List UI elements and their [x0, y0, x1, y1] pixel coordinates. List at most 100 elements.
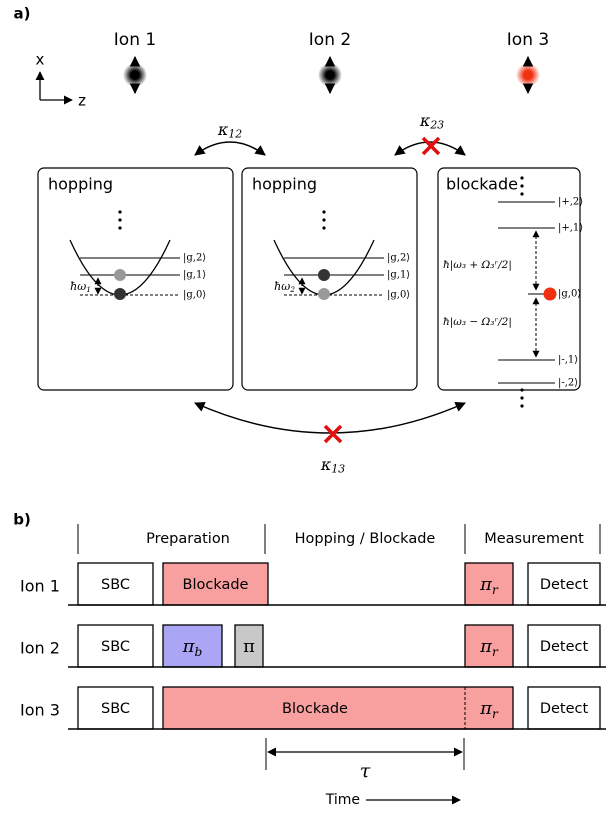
- coupling-label: κ12: [217, 120, 242, 141]
- panel-label: a): [14, 5, 31, 23]
- pulse-label: Blockade: [282, 701, 348, 717]
- delay-label: τ: [360, 760, 371, 782]
- pulse-label: SBC: [101, 639, 130, 655]
- pulse-box: [162, 624, 223, 668]
- gap-label: ħ|ω₃ − Ω₃ʳ/2|: [443, 316, 512, 329]
- pulse-label: πb: [182, 636, 203, 659]
- panel-label: b): [13, 511, 31, 529]
- pulse-label-base: π: [479, 574, 493, 595]
- ion-population: [114, 269, 126, 281]
- row-label: Ion 3: [20, 701, 60, 720]
- axis-label: x: [36, 51, 45, 69]
- ellipsis-dot: [520, 404, 524, 408]
- pulse-label: SBC: [101, 701, 130, 717]
- pulse-box: [464, 562, 514, 606]
- ellipsis-dot: [520, 396, 524, 400]
- row-label: Ion 2: [20, 639, 60, 658]
- level-label: |g,2⟩: [387, 253, 410, 264]
- box-title: hopping: [252, 175, 317, 194]
- pulse-label-sub: r: [492, 707, 499, 721]
- pulse-box: [527, 686, 601, 730]
- phase-label: Measurement: [484, 531, 584, 547]
- ellipsis-dot: [520, 176, 524, 180]
- pulse-box: [527, 562, 601, 606]
- level-label: |g,2⟩: [183, 253, 206, 264]
- coupling-label-sub: 23: [429, 118, 444, 131]
- coupling-arc: [194, 402, 466, 434]
- coupling-label-base: κ: [217, 120, 229, 139]
- gap-label: ħ|ω₃ + Ω₃ʳ/2|: [443, 259, 512, 272]
- pulse-label: Detect: [540, 577, 589, 593]
- level-label: |+,2⟩: [558, 197, 583, 208]
- pulse-label: Blockade: [183, 577, 249, 593]
- pulse-label-sub: r: [492, 583, 499, 597]
- coupling-label: κ13: [320, 455, 345, 476]
- level-label: |g,0⟩: [387, 290, 410, 301]
- pulse-label: πr: [479, 636, 499, 659]
- ion: [318, 63, 342, 87]
- level-label: |g,1⟩: [183, 270, 206, 281]
- pulse-label-sub: b: [195, 645, 203, 659]
- box-title: blockade: [446, 175, 518, 194]
- pulse-label: SBC: [101, 577, 130, 593]
- coupling-arc: [394, 141, 466, 156]
- pulse-box: [77, 624, 154, 668]
- box-title: hopping: [48, 175, 113, 194]
- axis-label: z: [78, 92, 86, 110]
- ellipsis-dot: [118, 210, 122, 214]
- ion: [516, 63, 540, 87]
- level-label: |g,1⟩: [387, 270, 410, 281]
- ellipsis-dot: [322, 226, 326, 230]
- ion-population: [543, 287, 557, 301]
- pulse-box: [234, 624, 264, 668]
- ion-label: Ion 1: [114, 30, 156, 50]
- pulse-label: Detect: [540, 701, 589, 717]
- coupling-label-base: κ: [320, 455, 332, 474]
- pulse-label: πr: [479, 574, 499, 597]
- ellipsis-dot: [322, 218, 326, 222]
- coupling-label: κ23: [419, 111, 444, 132]
- level-label: |g,0⟩: [558, 289, 581, 300]
- ellipsis-dot: [520, 192, 524, 196]
- pulse-box: [77, 686, 154, 730]
- ellipsis-dot: [520, 388, 524, 392]
- coupling-label-sub: 13: [331, 462, 345, 475]
- ellipsis-dot: [118, 226, 122, 230]
- phase-label: Hopping / Blockade: [295, 531, 436, 547]
- level-spacing-label-base: ħω: [274, 280, 290, 293]
- state-box: [241, 167, 418, 391]
- pulse-label: Detect: [540, 639, 589, 655]
- red-cross: [323, 424, 343, 444]
- phase-label: Preparation: [146, 531, 230, 547]
- pulse-label-sub: r: [492, 645, 499, 659]
- ellipsis-dot: [520, 184, 524, 188]
- pulse-box: [464, 624, 514, 668]
- red-cross: [421, 136, 441, 156]
- pulse-label-base: π: [479, 636, 493, 657]
- level-label: |-,2⟩: [558, 378, 578, 389]
- ellipsis-dot: [118, 218, 122, 222]
- ion-label: Ion 2: [309, 30, 351, 50]
- level-spacing-label-sub: 2: [289, 285, 295, 294]
- level-spacing-label-sub: 1: [86, 285, 91, 294]
- coupling-arc: [194, 141, 266, 156]
- ion-label: Ion 3: [507, 30, 549, 50]
- pulse-box: [527, 624, 601, 668]
- ellipsis-dot: [322, 210, 326, 214]
- pulse-label: π: [243, 636, 255, 657]
- level-spacing-label: ħω2: [274, 280, 295, 294]
- pulse-box: [162, 686, 514, 730]
- state-box: [437, 167, 581, 391]
- ion-population: [318, 269, 330, 281]
- pulse-label-base: π: [182, 636, 196, 657]
- pulse-label: πr: [479, 698, 499, 721]
- ion: [123, 63, 147, 87]
- time-label: Time: [325, 792, 360, 808]
- pulse-label-base: π: [479, 698, 493, 719]
- level-label: |-,1⟩: [558, 355, 578, 366]
- row-label: Ion 1: [20, 577, 60, 596]
- coupling-label-base: κ: [419, 111, 431, 130]
- level-label: |+,1⟩: [558, 223, 583, 234]
- ion-population: [318, 288, 330, 300]
